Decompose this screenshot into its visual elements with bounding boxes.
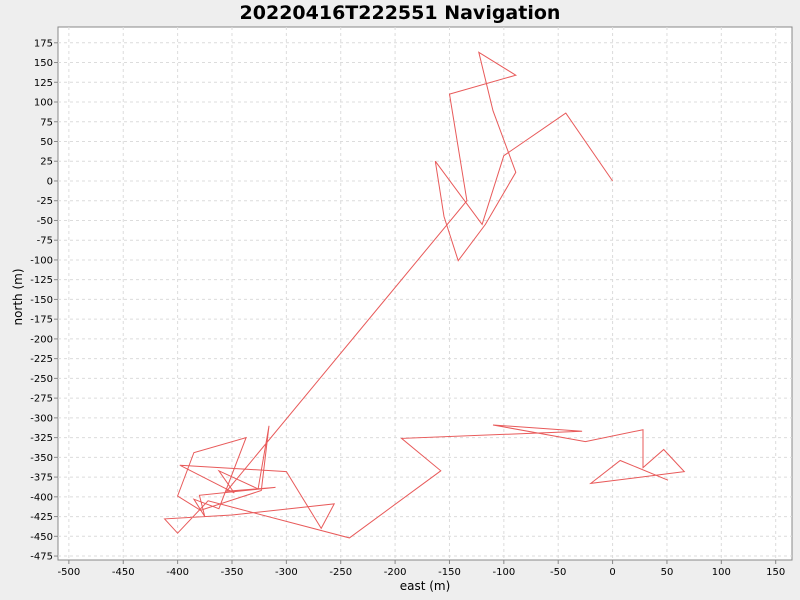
y-tick-label: -450 [30,532,53,543]
y-tick-label: -150 [30,295,53,306]
y-tick-label: 0 [47,176,53,187]
y-tick-label: -25 [37,196,53,207]
y-tick-label: -100 [30,255,53,266]
x-tick-label: -200 [384,567,407,578]
y-tick-label: -75 [37,236,53,247]
y-tick-label: 75 [40,117,53,128]
y-tick-label: -200 [30,334,53,345]
x-tick-label: 150 [766,567,785,578]
y-tick-label: -325 [30,433,53,444]
x-tick-label: -500 [58,567,81,578]
chart-title: 20220416T222551 Navigation [240,2,561,24]
y-tick-label: -400 [30,492,53,503]
tick-layer: -500 -450 -400 -350 -300 -250 -200 -150 -100 -50 0… [30,38,785,578]
x-tick-label: -100 [492,567,515,578]
y-tick-label: 50 [40,137,53,148]
y-tick-label: -300 [30,413,53,424]
y-tick-label: -350 [30,453,53,464]
y-tick-label: -250 [30,374,53,385]
x-tick-label: -50 [550,567,566,578]
y-tick-label: 100 [34,98,53,109]
y-tick-label: -50 [37,216,53,227]
y-tick-label: 125 [34,78,53,89]
y-tick-label: -125 [30,275,53,286]
x-tick-label: -350 [221,567,244,578]
x-tick-label: -400 [166,567,189,578]
plot-area [57,26,793,561]
x-tick-label: -300 [275,567,298,578]
y-tick-label: -425 [30,512,53,523]
navigation-track-line [163,51,686,539]
y-tick-label: -475 [30,552,53,563]
y-axis-label: north (m) [11,268,25,325]
x-tick-label: 50 [661,567,674,578]
series-layer [163,51,686,539]
x-tick-label: 0 [609,567,615,578]
y-tick-label: -375 [30,473,53,484]
y-tick-label: 25 [40,157,53,168]
x-tick-label: 100 [712,567,731,578]
y-tick-label: 150 [34,58,53,69]
grid-layer [58,27,792,560]
y-tick-label: 175 [34,38,53,49]
y-tick-label: -225 [30,354,53,365]
x-tick-label: -450 [112,567,135,578]
y-tick-label: -275 [30,394,53,405]
y-tick-label: -175 [30,315,53,326]
x-tick-label: -250 [329,567,352,578]
x-axis-label: east (m) [400,579,451,593]
x-tick-label: -150 [438,567,461,578]
